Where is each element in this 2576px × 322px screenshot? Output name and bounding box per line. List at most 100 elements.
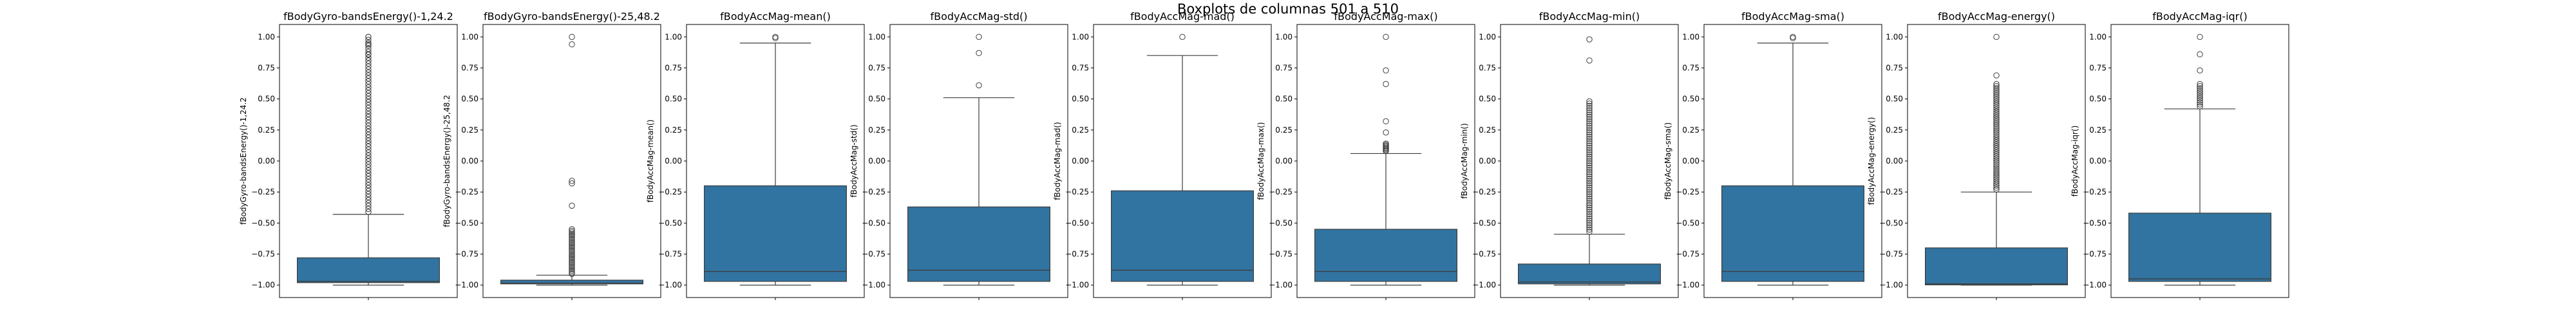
- outlier-point: [1586, 206, 1593, 213]
- iqr-box: [1518, 263, 1662, 285]
- outlier-point: [1586, 131, 1593, 138]
- y-tick-label: −0.75: [862, 250, 886, 259]
- figure-suptitle: Boxplots de columnas 501 a 510: [1177, 1, 1399, 17]
- outlier-point: [365, 161, 372, 168]
- outlier-point: [1586, 133, 1593, 140]
- outlier-point: [365, 196, 372, 204]
- y-tick-label: −0.50: [1676, 218, 1700, 227]
- outlier-point: [1993, 184, 2000, 191]
- outlier-point: [569, 266, 575, 272]
- outlier-point: [1586, 111, 1593, 118]
- outlier-point: [365, 137, 372, 144]
- outlier-point: [1586, 178, 1593, 184]
- outlier-point: [569, 255, 575, 262]
- y-tick-label: 0.75: [665, 63, 682, 72]
- outlier-point: [2197, 51, 2203, 57]
- outlier-point: [365, 194, 372, 200]
- outlier-point: [1586, 198, 1593, 204]
- outlier-point: [365, 81, 372, 88]
- outlier-point: [569, 202, 575, 209]
- y-tick-label: 1.00: [1682, 32, 1700, 41]
- y-axis-label: fBodyAccMag-min(): [1460, 123, 1469, 198]
- outlier-point: [365, 48, 372, 55]
- outlier-point: [1586, 138, 1593, 144]
- outlier-point: [1586, 142, 1593, 149]
- outlier-point: [569, 249, 575, 256]
- outlier-point: [365, 54, 372, 61]
- outlier-point: [1586, 151, 1593, 158]
- outlier-point: [1993, 118, 2000, 124]
- y-tick-label: 0.75: [1072, 63, 1089, 72]
- y-tick-label: −0.75: [2083, 250, 2107, 259]
- outlier-point: [365, 140, 372, 147]
- outlier-point: [569, 41, 575, 48]
- iqr-box: [1110, 190, 1254, 282]
- outlier-point: [1586, 107, 1593, 113]
- outlier-point: [1586, 224, 1593, 231]
- outlier-point: [365, 131, 372, 138]
- y-tick-label: −1.00: [1676, 281, 1700, 290]
- outlier-point: [569, 269, 575, 276]
- y-axis-label: fBodyAccMag-max(): [1256, 122, 1265, 200]
- outlier-point: [1993, 147, 2000, 154]
- outlier-point: [365, 200, 372, 206]
- outlier-point: [569, 243, 575, 250]
- outlier-point: [569, 240, 575, 247]
- outlier-point: [1586, 113, 1593, 120]
- outlier-point: [1586, 36, 1593, 43]
- y-tick-label: −0.25: [1269, 187, 1293, 196]
- outlier-point: [1586, 213, 1593, 220]
- iqr-box: [703, 185, 847, 282]
- outlier-point: [1586, 220, 1593, 226]
- y-tick-label: −0.50: [1269, 218, 1293, 227]
- outlier-point: [1586, 105, 1593, 111]
- y-tick-label: 1.00: [461, 32, 478, 41]
- y-tick-label: 0.00: [1072, 156, 1089, 166]
- outlier-point: [569, 254, 575, 260]
- outlier-point: [569, 232, 575, 239]
- outlier-point: [1993, 165, 2000, 171]
- outlier-point: [365, 84, 372, 91]
- outlier-point: [365, 152, 372, 159]
- y-tick-label: −0.25: [1065, 187, 1089, 196]
- y-tick-label: 0.00: [1886, 156, 1903, 166]
- y-tick-label: 0.00: [1275, 156, 1293, 166]
- outlier-point: [365, 122, 372, 129]
- y-tick-label: 0.25: [258, 126, 275, 135]
- panel-title: fBodyAccMag-mad(): [1130, 10, 1235, 23]
- y-tick-label: 0.75: [1275, 63, 1293, 72]
- outlier-point: [1993, 106, 2000, 113]
- outlier-point: [365, 182, 372, 189]
- outlier-point: [2197, 80, 2203, 88]
- outlier-point: [1993, 84, 2000, 91]
- outlier-point: [365, 108, 372, 115]
- y-tick-label: −0.25: [455, 187, 478, 196]
- outlier-point: [569, 226, 575, 232]
- outlier-point: [1586, 160, 1593, 167]
- outlier-point: [1586, 167, 1593, 173]
- outlier-point: [569, 180, 575, 187]
- outlier-point: [365, 41, 372, 48]
- y-tick-label: 1.00: [258, 32, 275, 41]
- y-tick-label: 0.25: [1072, 126, 1089, 135]
- outlier-point: [1586, 162, 1593, 169]
- outlier-point: [1586, 209, 1593, 215]
- y-tick-label: −1.00: [1879, 281, 1903, 290]
- panel-title: fBodyAccMag-min(): [1539, 10, 1640, 23]
- y-tick-label: 0.75: [461, 63, 478, 72]
- panel-3: fBodyAccMag-mean() 1.00 0.75 0.50 0.25 0.00 −0…: [646, 10, 865, 300]
- outlier-point: [1383, 118, 1389, 125]
- y-tick-label: −0.75: [1269, 250, 1293, 259]
- outlier-point: [1993, 171, 2000, 177]
- outlier-point: [1993, 159, 2000, 166]
- y-tick-label: 0.75: [258, 63, 275, 72]
- outlier-point: [569, 235, 575, 242]
- panel-title: fBodyGyro-bandsEnergy()-25,48.2: [484, 10, 660, 23]
- outlier-point: [1383, 67, 1389, 74]
- outlier-point: [1993, 143, 2000, 150]
- outlier-point: [365, 143, 372, 150]
- y-tick-label: −0.75: [1676, 250, 1700, 259]
- outlier-point: [365, 188, 372, 194]
- outlier-point: [569, 252, 575, 259]
- outlier-point: [2197, 91, 2203, 97]
